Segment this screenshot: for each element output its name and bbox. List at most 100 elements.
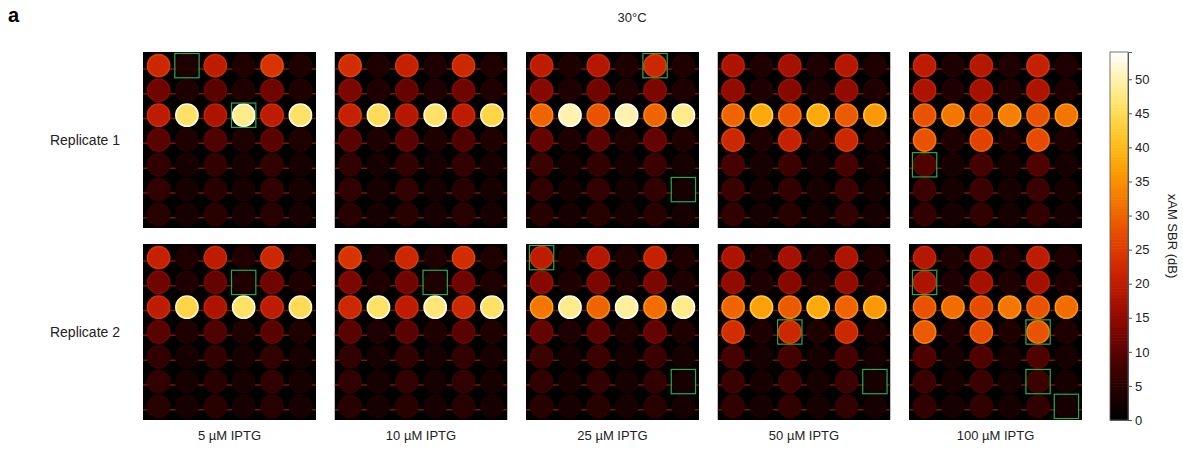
highlight-box (175, 53, 199, 77)
well (672, 154, 694, 176)
well (750, 104, 772, 126)
colorbar-tick-label: 0 (1135, 413, 1142, 428)
colorbar-tick-label: 5 (1135, 379, 1142, 394)
column-label: 5 µM IPTG (198, 428, 261, 443)
well (999, 154, 1021, 176)
well (559, 271, 581, 293)
well (424, 246, 446, 268)
well (233, 321, 255, 343)
well (559, 203, 581, 225)
colorbar-tick-label: 50 (1135, 72, 1149, 87)
well (481, 321, 503, 343)
well (864, 370, 886, 392)
well (261, 79, 283, 101)
well (424, 271, 446, 293)
well (261, 296, 283, 318)
colorbar-tick: 40 (1128, 140, 1149, 155)
well (750, 54, 772, 76)
well (779, 346, 801, 368)
well (616, 271, 638, 293)
well (913, 54, 935, 76)
well (176, 296, 198, 318)
well (999, 246, 1021, 268)
highlight-box (1026, 320, 1050, 344)
well (339, 395, 361, 417)
column-label: 100 µM IPTG (957, 428, 1035, 443)
colorbar-tick-mark (1128, 284, 1132, 285)
well (779, 271, 801, 293)
well (481, 54, 503, 76)
well (261, 154, 283, 176)
well (1055, 154, 1077, 176)
well (339, 271, 361, 293)
well (261, 346, 283, 368)
well (452, 271, 474, 293)
column-label: 50 µM IPTG (769, 428, 839, 443)
well (999, 395, 1021, 417)
well (367, 104, 389, 126)
well (559, 79, 581, 101)
well (942, 271, 964, 293)
well (970, 395, 992, 417)
well (807, 370, 829, 392)
well (452, 154, 474, 176)
well (1055, 370, 1077, 392)
well (835, 321, 857, 343)
well (644, 104, 666, 126)
well (1055, 178, 1077, 200)
well (396, 54, 418, 76)
well (424, 178, 446, 200)
well (424, 370, 446, 392)
well (204, 154, 226, 176)
well (289, 246, 311, 268)
well (644, 395, 666, 417)
well (233, 346, 255, 368)
colorbar-tick: 30 (1128, 208, 1149, 223)
well (970, 370, 992, 392)
well (942, 154, 964, 176)
well (289, 104, 311, 126)
well (835, 79, 857, 101)
well (672, 395, 694, 417)
well (644, 129, 666, 151)
well (176, 104, 198, 126)
well (396, 129, 418, 151)
well (864, 321, 886, 343)
well (864, 54, 886, 76)
well (289, 271, 311, 293)
well (559, 370, 581, 392)
well (672, 370, 694, 392)
well (835, 154, 857, 176)
well (835, 54, 857, 76)
well (367, 129, 389, 151)
well (970, 178, 992, 200)
well (452, 346, 474, 368)
well (750, 203, 772, 225)
colorbar-tick-mark (1128, 181, 1132, 182)
well (396, 271, 418, 293)
well (722, 395, 744, 417)
colorbar-tick-mark (1128, 147, 1132, 148)
well (750, 346, 772, 368)
well (481, 79, 503, 101)
well (481, 296, 503, 318)
panel-background (526, 52, 699, 228)
well (530, 54, 552, 76)
well (339, 246, 361, 268)
well (864, 178, 886, 200)
well (835, 178, 857, 200)
well (559, 104, 581, 126)
colorbar-tick-mark (1128, 79, 1132, 80)
well (970, 246, 992, 268)
well (147, 395, 169, 417)
colorbar-tick-mark (1128, 113, 1132, 114)
well (587, 129, 609, 151)
well (176, 246, 198, 268)
highlight-box (778, 320, 802, 344)
well (559, 296, 581, 318)
well (261, 203, 283, 225)
well (942, 321, 964, 343)
well (424, 346, 446, 368)
well (204, 129, 226, 151)
well (616, 54, 638, 76)
